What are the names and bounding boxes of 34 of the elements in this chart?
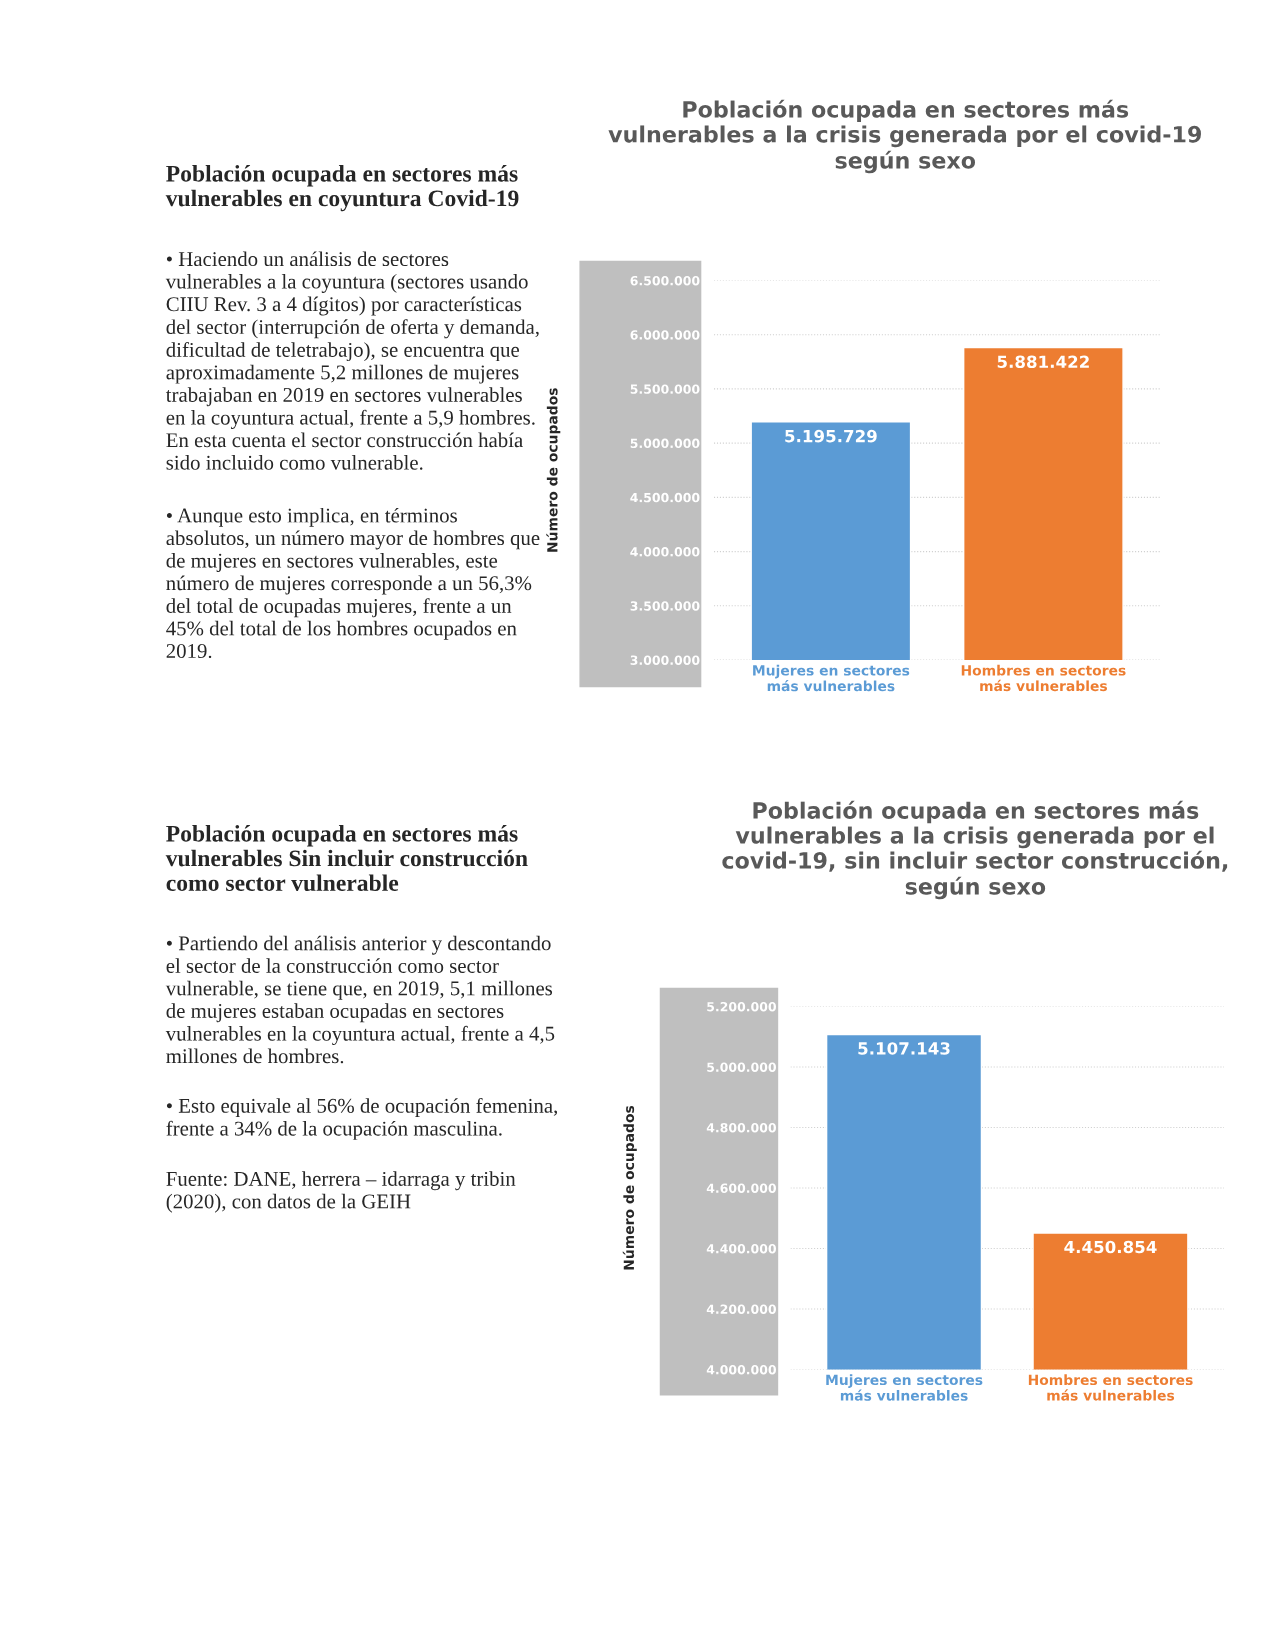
y-tick-label: 3.500.000 (630, 601, 700, 611)
chart-title: Población ocupada en sectores más vulnerables a la crisis generada por el covid-19, sin incluir sector construcción, según sexo (722, 800, 1228, 900)
x-tick-label: Mujeres en sectores más vulnerables (826, 1374, 983, 1401)
y-tick-label: 4.600.000 (706, 1183, 777, 1193)
data-label: 5.195.729 (785, 429, 877, 443)
y-axis-title: Número de ocupados (622, 1105, 637, 1270)
y-tick-label: 5.000.000 (630, 438, 700, 449)
y-tick-label: 5.000.000 (707, 1062, 777, 1072)
y-tick-label: 4.000.000 (630, 547, 700, 557)
y-tick-label: 4.200.000 (706, 1304, 777, 1314)
y-tick-label: 4.500.000 (630, 492, 700, 503)
data-label: 5.107.143 (858, 1042, 950, 1055)
text: • Partiendo del análisis anterior y descontando el sector de la construcción como sector vulnerable, se tiene que, en 2019, 5,1 millones de mujeres estaban ocupadas en sectores vulnerables en la coyuntura actual, frente a 4,5 millones de hombres. (165, 935, 555, 1064)
y-tick-label: 3.000.000 (630, 655, 700, 665)
text: • Haciendo un análisis de sectores vulnerables a la coyuntura (sectores usando CIIU Rev. 3 a 4 dígitos) por características del sector (interrupción de oferta y demanda, dificultad de teletrabajo), se encuentra que aproximadamente 5,2 millones de mujeres trabajaban en 2019 en sectores vulnerables en la coyuntura actual, frente a 5,9 hombres. En esta cuenta el sector construcción había sido incluido como vulnerable. (165, 251, 539, 470)
text: • Esto equivale al 56% de ocupación femenina, frente a 34% de la ocupación masculina. (166, 1097, 558, 1140)
y-axis-title: Número de ocupados (546, 388, 561, 552)
y-tick-label: 5.500.000 (630, 384, 700, 394)
data-label: 5.881.422 (997, 355, 1089, 369)
x-tick-label: Hombres en sectores más vulnerables (961, 664, 1126, 692)
y-tick-label: 6.000.000 (630, 330, 700, 340)
source-note: Fuente: DANE, herrera – idarraga y tribin (2020), con datos de la GEIH (166, 1171, 516, 1213)
y-tick-label: 4.800.000 (706, 1122, 777, 1133)
y-tick-label: 4.400.000 (706, 1243, 777, 1254)
chart-title: Población ocupada en sectores más vulnerables a la crisis generada por el covid-19 según sexo (608, 99, 1201, 174)
text: Población ocupada en sectores más vulnerables Sin incluir construcción como sector vulnerable (165, 825, 528, 892)
data-label: 4.450.854 (1064, 1240, 1157, 1254)
y-tick-label: 6.500.000 (630, 275, 700, 286)
x-tick-label: Hombres en sectores más vulnerables (1028, 1374, 1193, 1401)
x-tick-label: Mujeres en sectores más vulnerables (753, 664, 910, 692)
text: • Aunque esto implica, en términos absolutos, un número mayor de hombres que de mujeres en sectores vulnerables, este número de mujeres corresponde a un 56,3% del total de ocupadas mujeres, frente a un 45% del total de los hombres ocupados en 2019. (166, 507, 540, 659)
text: Población ocupada en sectores más vulnerables en coyuntura Covid-19 (165, 165, 519, 212)
y-tick-label: 5.200.000 (707, 1001, 777, 1012)
y-tick-label: 4.000.000 (706, 1364, 777, 1375)
